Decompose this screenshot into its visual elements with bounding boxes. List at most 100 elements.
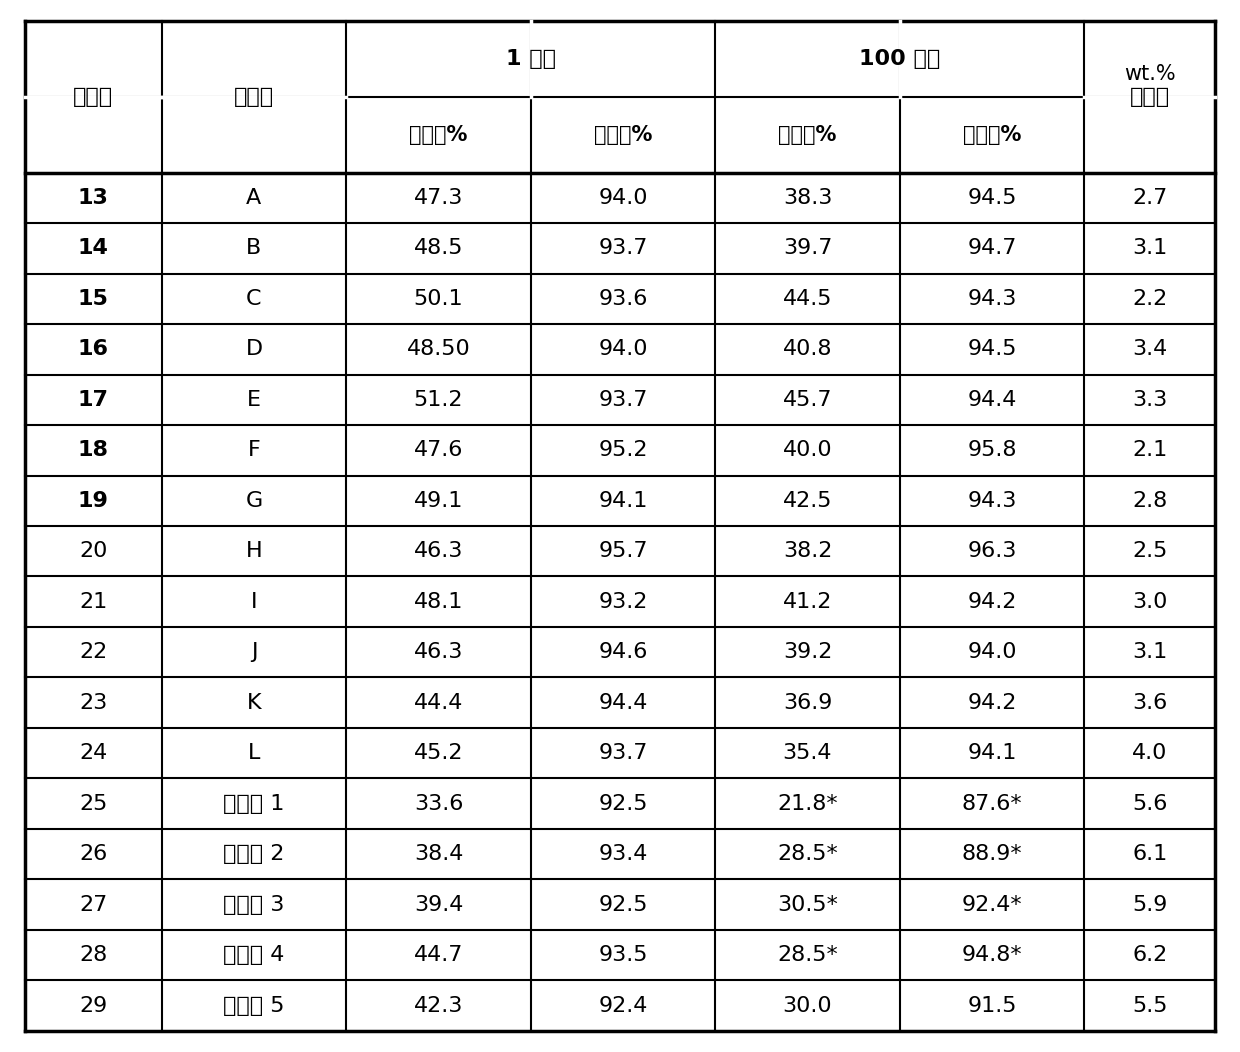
Text: 41.2: 41.2: [782, 591, 832, 612]
Text: G: G: [246, 490, 263, 511]
Text: 30.0: 30.0: [782, 995, 832, 1016]
Text: 46.3: 46.3: [414, 541, 464, 562]
Text: 92.5: 92.5: [598, 894, 647, 915]
Text: 94.2: 94.2: [967, 591, 1017, 612]
Text: 39.4: 39.4: [414, 894, 464, 915]
Text: 44.5: 44.5: [782, 288, 832, 309]
Text: 6.1: 6.1: [1132, 844, 1167, 865]
Text: 3.6: 3.6: [1132, 692, 1167, 713]
Text: 94.3: 94.3: [967, 288, 1017, 309]
Text: 21.8*: 21.8*: [777, 793, 838, 814]
Text: 4.0: 4.0: [1132, 743, 1167, 764]
Text: 94.5: 94.5: [967, 187, 1017, 208]
Text: 5.5: 5.5: [1132, 995, 1168, 1016]
Text: 95.7: 95.7: [598, 541, 647, 562]
Text: F: F: [248, 440, 260, 461]
Text: 25: 25: [79, 793, 108, 814]
Text: 24: 24: [79, 743, 108, 764]
Text: C: C: [247, 288, 262, 309]
Text: 94.1: 94.1: [598, 490, 647, 511]
Text: 催化剂: 催化剂: [234, 86, 274, 107]
Text: 35.4: 35.4: [782, 743, 832, 764]
Text: 2.5: 2.5: [1132, 541, 1167, 562]
Text: B: B: [247, 238, 262, 259]
Text: 93.6: 93.6: [598, 288, 647, 309]
Text: 实施例: 实施例: [73, 86, 113, 107]
Text: J: J: [250, 642, 257, 663]
Text: 93.7: 93.7: [598, 743, 647, 764]
Text: 38.3: 38.3: [782, 187, 832, 208]
Text: 92.4: 92.4: [598, 995, 647, 1016]
Text: 51.2: 51.2: [414, 389, 464, 410]
Text: 94.0: 94.0: [598, 187, 647, 208]
Text: 44.7: 44.7: [414, 945, 464, 966]
Text: 94.4: 94.4: [598, 692, 647, 713]
Text: 6.2: 6.2: [1132, 945, 1167, 966]
Text: 36.9: 36.9: [782, 692, 832, 713]
Text: 对比例 5: 对比例 5: [223, 995, 285, 1016]
Text: 93.4: 93.4: [598, 844, 647, 865]
Text: 17: 17: [78, 389, 109, 410]
Text: 33.6: 33.6: [414, 793, 464, 814]
Text: 39.2: 39.2: [782, 642, 832, 663]
Text: 42.5: 42.5: [782, 490, 832, 511]
Text: 94.3: 94.3: [967, 490, 1017, 511]
Text: 积炭量: 积炭量: [1130, 86, 1169, 107]
Text: 94.2: 94.2: [967, 692, 1017, 713]
Text: 29: 29: [79, 995, 108, 1016]
Text: 38.4: 38.4: [414, 844, 464, 865]
Text: D: D: [246, 339, 263, 360]
Text: 3.3: 3.3: [1132, 389, 1167, 410]
Text: 5.6: 5.6: [1132, 793, 1167, 814]
Text: 对比例 1: 对比例 1: [223, 793, 285, 814]
Text: 转化率%: 转化率%: [779, 124, 837, 145]
Text: 47.3: 47.3: [414, 187, 464, 208]
Text: 93.5: 93.5: [598, 945, 647, 966]
Text: 93.7: 93.7: [598, 238, 647, 259]
Text: 选择性%: 选择性%: [962, 124, 1022, 145]
Text: 选择性%: 选择性%: [594, 124, 652, 145]
Text: H: H: [246, 541, 263, 562]
Text: 96.3: 96.3: [967, 541, 1017, 562]
Text: 95.2: 95.2: [598, 440, 647, 461]
Text: 对比例 3: 对比例 3: [223, 894, 285, 915]
Text: 48.50: 48.50: [407, 339, 470, 360]
Text: 94.7: 94.7: [967, 238, 1017, 259]
Text: E: E: [247, 389, 260, 410]
Text: 26: 26: [79, 844, 108, 865]
Text: 3.1: 3.1: [1132, 642, 1167, 663]
Text: 45.7: 45.7: [782, 389, 832, 410]
Text: 88.9*: 88.9*: [962, 844, 1022, 865]
Text: 3.0: 3.0: [1132, 591, 1167, 612]
Text: 94.1: 94.1: [967, 743, 1017, 764]
Text: A: A: [247, 187, 262, 208]
Text: 45.2: 45.2: [414, 743, 464, 764]
Text: 27: 27: [79, 894, 108, 915]
Text: 87.6*: 87.6*: [962, 793, 1022, 814]
Text: 对比例 4: 对比例 4: [223, 945, 285, 966]
Text: 22: 22: [79, 642, 108, 663]
Text: 转化率%: 转化率%: [409, 124, 467, 145]
Text: 23: 23: [79, 692, 108, 713]
Text: 28.5*: 28.5*: [777, 945, 838, 966]
Text: 94.4: 94.4: [967, 389, 1017, 410]
Text: 2.2: 2.2: [1132, 288, 1167, 309]
Text: 92.4*: 92.4*: [962, 894, 1022, 915]
Text: 93.7: 93.7: [598, 389, 647, 410]
Text: 30.5*: 30.5*: [777, 894, 838, 915]
Text: 47.6: 47.6: [414, 440, 464, 461]
Text: 48.5: 48.5: [414, 238, 464, 259]
Text: 94.0: 94.0: [598, 339, 647, 360]
Text: L: L: [248, 743, 260, 764]
Text: 3.1: 3.1: [1132, 238, 1167, 259]
Text: 95.8: 95.8: [967, 440, 1017, 461]
Text: 39.7: 39.7: [782, 238, 832, 259]
Text: 2.8: 2.8: [1132, 490, 1167, 511]
Text: 94.0: 94.0: [967, 642, 1017, 663]
Text: 15: 15: [78, 288, 109, 309]
Text: wt.%: wt.%: [1123, 64, 1176, 84]
Text: 19: 19: [78, 490, 109, 511]
Text: 对比例 2: 对比例 2: [223, 844, 285, 865]
Text: 2.7: 2.7: [1132, 187, 1167, 208]
Text: 94.6: 94.6: [598, 642, 647, 663]
